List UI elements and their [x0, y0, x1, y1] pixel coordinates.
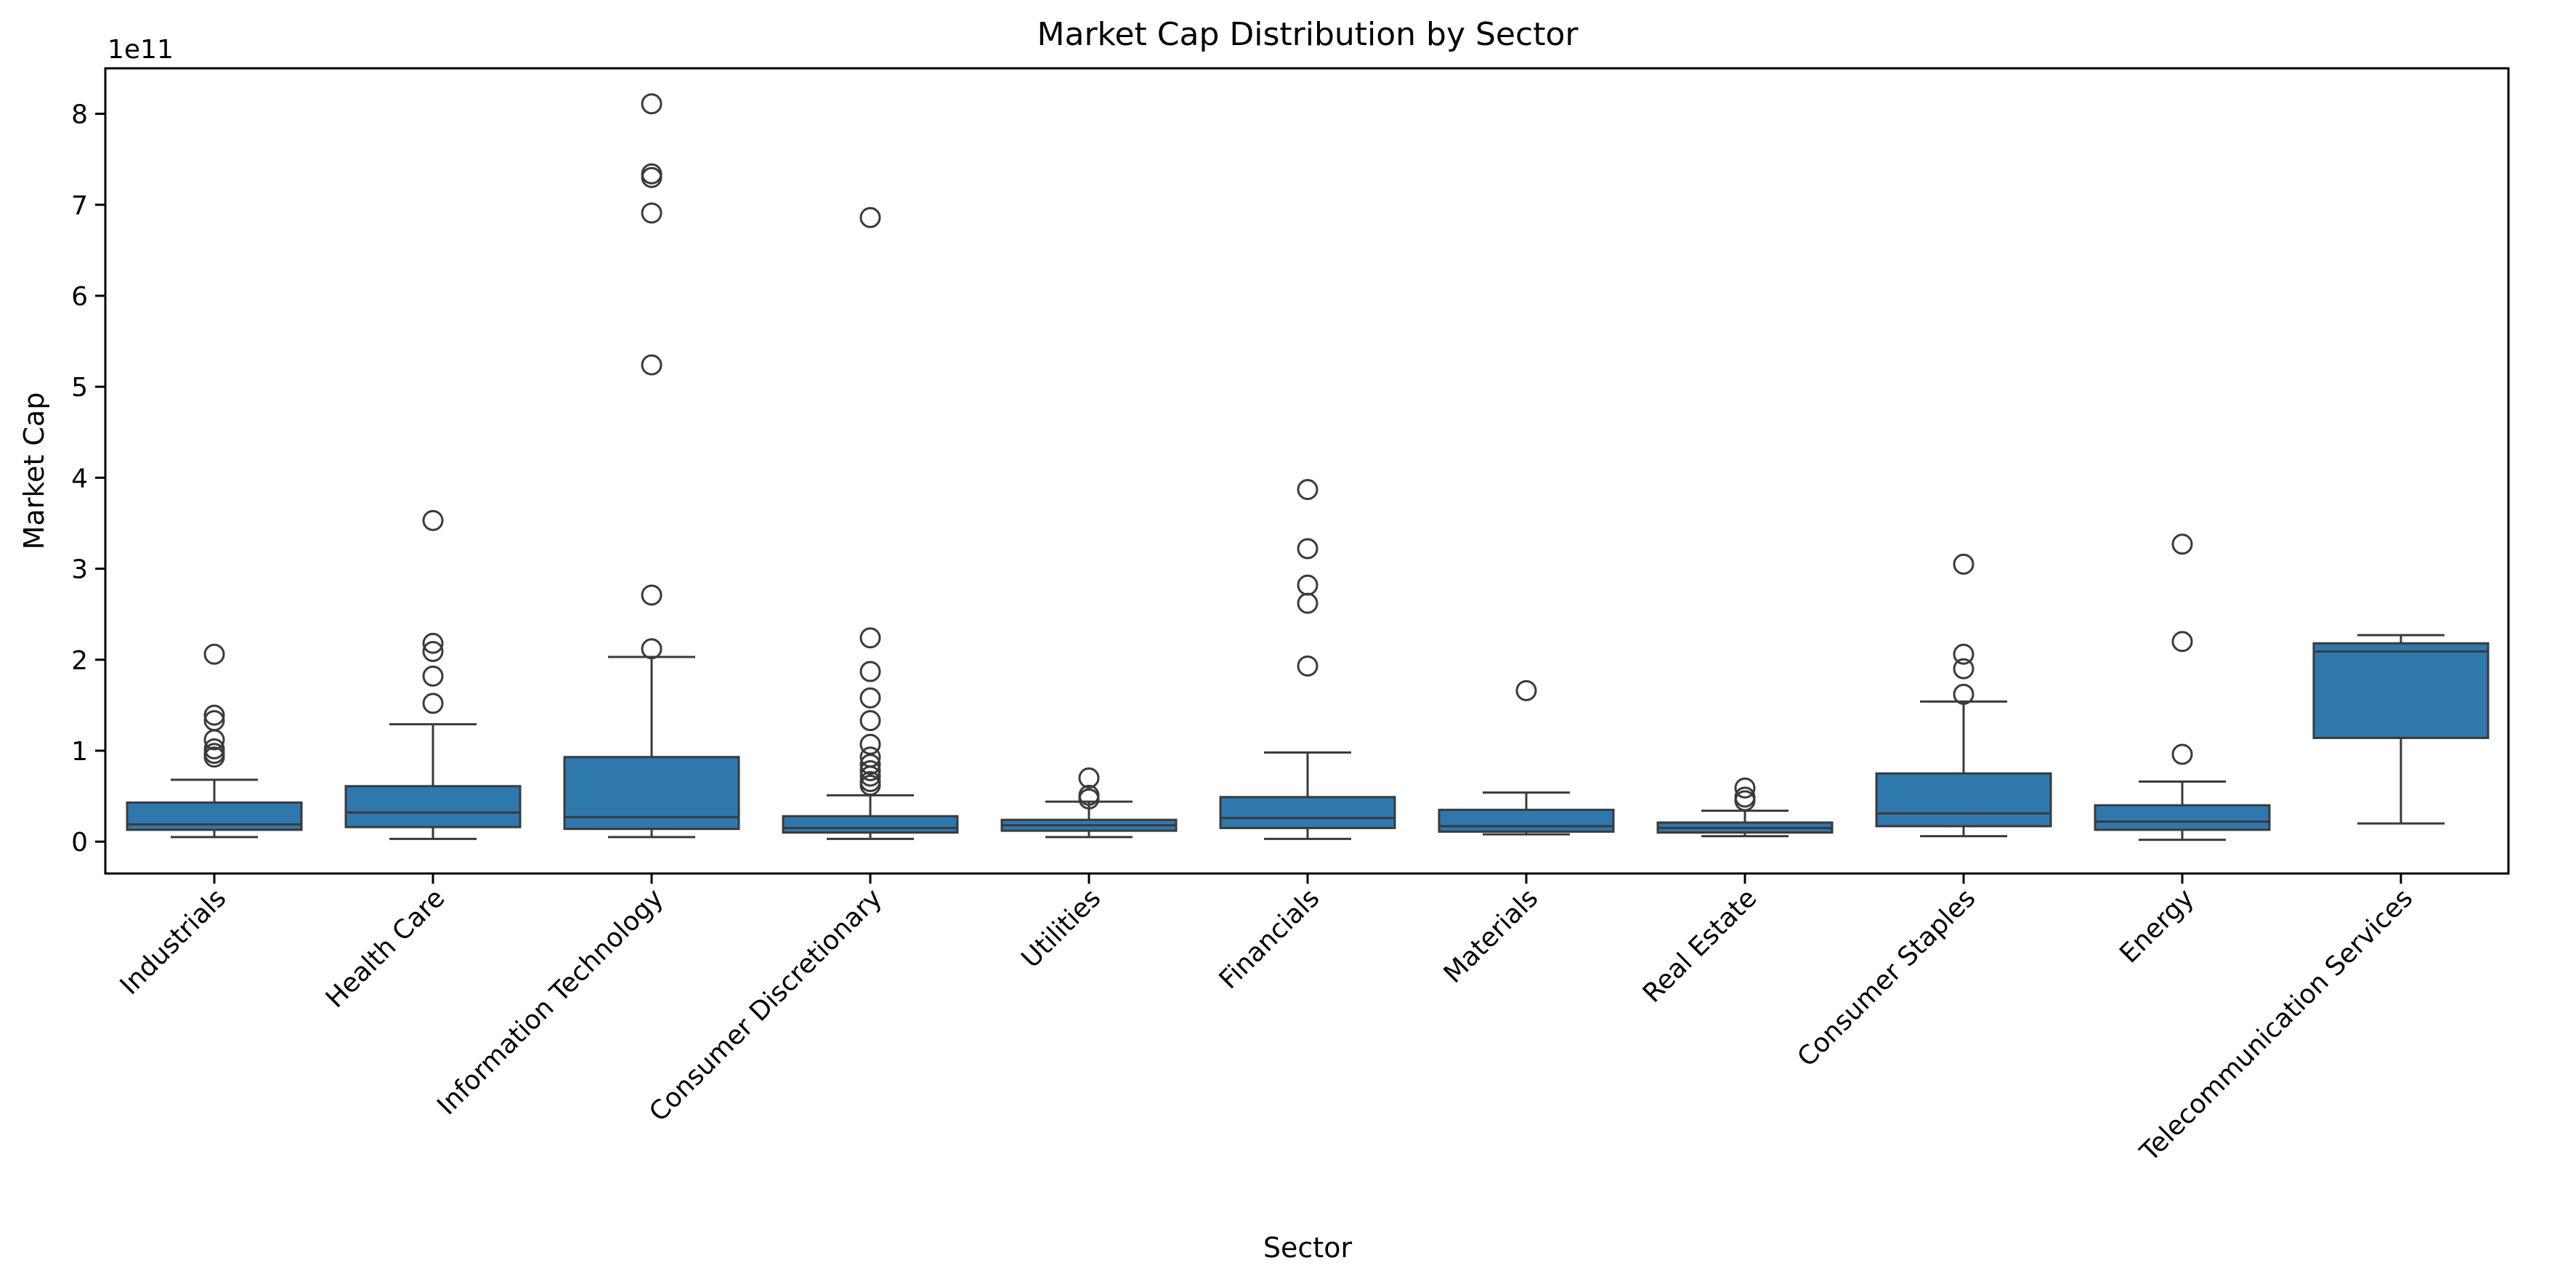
- y-tick-label: 8: [71, 100, 88, 130]
- box-group: [1656, 777, 1834, 838]
- box-group: [1438, 679, 1615, 836]
- outlier-point: [203, 746, 225, 768]
- outlier-point: [859, 661, 881, 682]
- outlier-point: [859, 760, 881, 782]
- outlier-point: [1078, 767, 1100, 789]
- x-tick-label: Consumer Staples: [1792, 883, 1982, 1073]
- box-group: [563, 93, 740, 839]
- x-axis-label: Sector: [1263, 1232, 1353, 1264]
- y-tick-label: 3: [71, 555, 88, 585]
- outlier-point: [2171, 743, 2193, 765]
- outlier-point: [859, 687, 881, 709]
- chart-title: Market Cap Distribution by Sector: [1037, 16, 1579, 53]
- outlier-point: [859, 754, 881, 775]
- x-tick-label: Materials: [1438, 883, 1544, 989]
- outlier-point: [2171, 533, 2193, 555]
- y-tick-label: 4: [71, 464, 88, 493]
- box-iqr: [126, 801, 303, 831]
- outlier-point: [859, 206, 881, 228]
- outlier-point: [641, 354, 663, 376]
- x-tick-label: Health Care: [320, 883, 451, 1014]
- box-group: [1219, 479, 1396, 840]
- x-tick-label: Consumer Discretionary: [644, 883, 888, 1127]
- outlier-point: [641, 93, 663, 115]
- y-tick-label: 5: [71, 373, 88, 403]
- outlier-point: [203, 643, 225, 665]
- outlier-point: [1515, 679, 1537, 701]
- outlier-point: [203, 704, 225, 726]
- outlier-point: [422, 641, 444, 663]
- outlier-point: [1734, 777, 1756, 799]
- outlier-point: [859, 765, 881, 787]
- y-axis-label: Market Cap: [18, 392, 50, 550]
- x-tick-label: Information Technology: [432, 883, 669, 1121]
- outlier-point: [1953, 643, 1974, 665]
- plot-area: 0 1 2 3 4 5 6 7 8 Industrials Health CareInformati…: [71, 93, 2490, 1168]
- y-axis-offset-label: 1e11: [108, 35, 174, 65]
- box-group: [1875, 553, 2052, 838]
- x-tick-label: Real Estate: [1637, 883, 1763, 1009]
- outlier-point: [859, 775, 881, 796]
- outlier-point: [641, 638, 663, 660]
- outlier-point: [1734, 790, 1756, 812]
- outlier-point: [1297, 592, 1319, 614]
- box-iqr: [1438, 808, 1615, 833]
- outlier-point: [1953, 658, 1974, 679]
- outlier-point: [1297, 574, 1319, 596]
- outlier-point: [1297, 538, 1319, 560]
- outlier-point: [422, 509, 444, 531]
- outlier-point: [1297, 479, 1319, 501]
- box-iqr: [782, 815, 959, 834]
- outlier-point: [641, 166, 663, 188]
- box-iqr: [2312, 642, 2490, 739]
- x-tick-label: Energy: [2114, 883, 2200, 969]
- box-iqr: [1219, 796, 1396, 829]
- x-tick-label: Industrials: [115, 883, 232, 1001]
- plot-frame: [104, 67, 2510, 875]
- outlier-point: [1078, 788, 1100, 810]
- box-group: [1000, 767, 1178, 839]
- y-tick-label: 0: [71, 828, 88, 858]
- x-tick-label: Financials: [1214, 883, 1326, 995]
- outlier-point: [641, 584, 663, 606]
- box-group: [2312, 634, 2490, 825]
- box-iqr: [2094, 804, 2271, 831]
- box-iqr: [1875, 772, 2052, 828]
- outlier-point: [859, 627, 881, 649]
- box-group: [2094, 533, 2271, 842]
- outlier-point: [422, 632, 444, 654]
- box-iqr: [344, 785, 522, 828]
- x-tick-label: Utilities: [1016, 883, 1107, 974]
- outlier-point: [422, 693, 444, 714]
- outlier-point: [1953, 683, 1974, 705]
- box-group: [126, 643, 303, 839]
- y-tick-label: 6: [71, 282, 88, 312]
- box-group: [344, 509, 522, 840]
- outlier-point: [1297, 655, 1319, 677]
- outlier-point: [203, 729, 225, 751]
- outlier-point: [859, 710, 881, 732]
- y-tick-label: 2: [71, 646, 88, 676]
- box-group: [782, 206, 959, 840]
- outlier-point: [2171, 631, 2193, 653]
- y-tick-label: 1: [71, 737, 88, 767]
- outlier-point: [641, 202, 663, 224]
- outlier-point: [422, 665, 444, 687]
- outlier-point: [859, 733, 881, 755]
- outlier-point: [1953, 553, 1974, 575]
- y-tick-label: 7: [71, 191, 88, 221]
